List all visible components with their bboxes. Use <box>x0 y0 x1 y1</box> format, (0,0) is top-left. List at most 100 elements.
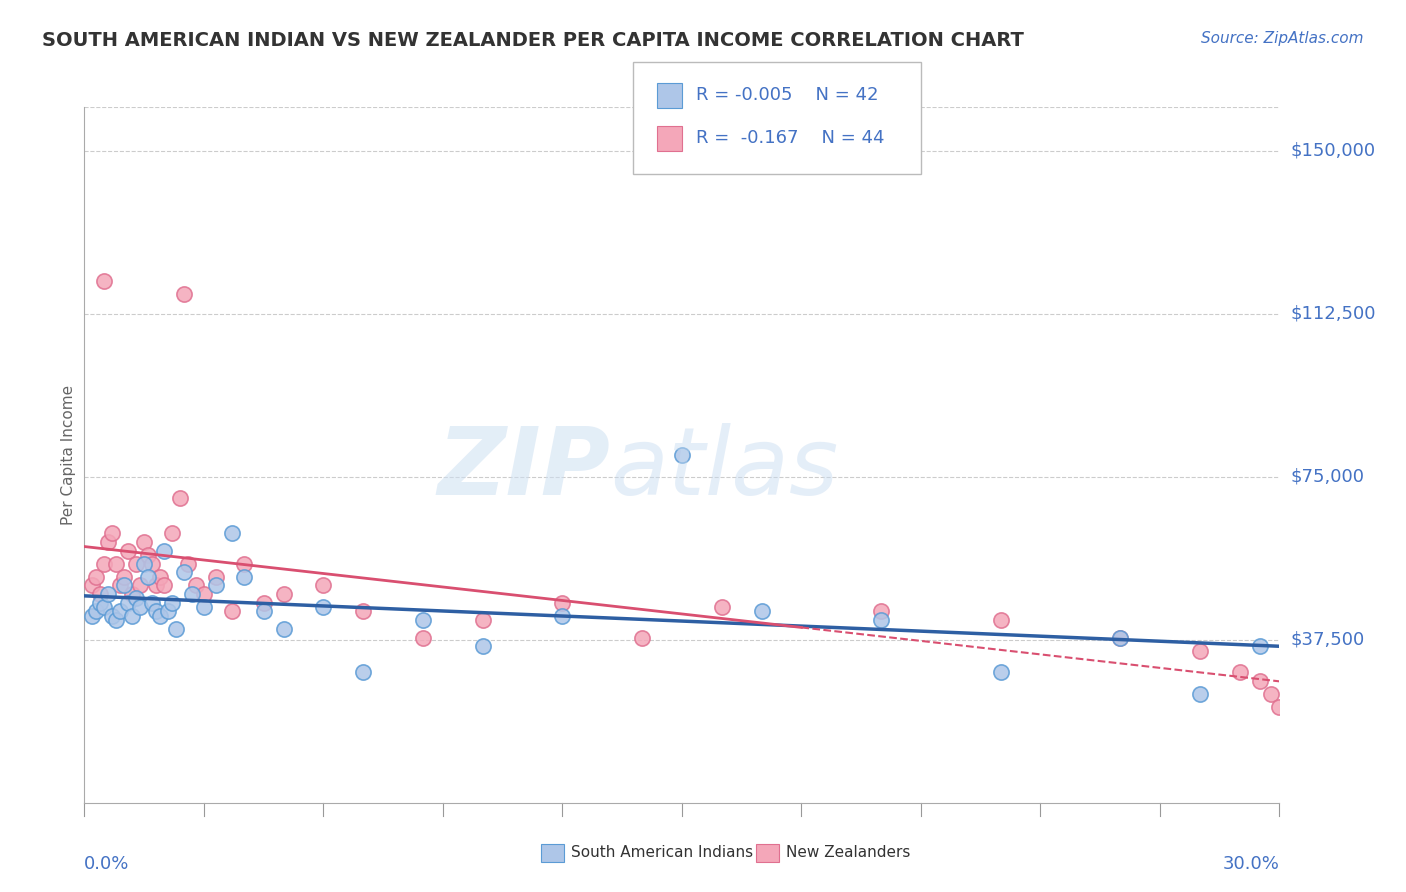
Point <box>93 557 115 571</box>
Point <box>82 578 104 592</box>
Point <box>86 570 108 584</box>
Point <box>136 548 159 562</box>
Point <box>1249 674 1271 689</box>
Point <box>412 631 434 645</box>
Text: R =  -0.167    N = 44: R = -0.167 N = 44 <box>696 129 884 147</box>
Point <box>273 622 295 636</box>
Point <box>1109 631 1132 645</box>
Text: ZIP: ZIP <box>437 423 610 515</box>
Point <box>631 631 654 645</box>
Point <box>160 526 183 541</box>
Point <box>149 570 172 584</box>
Point <box>180 587 202 601</box>
Point <box>117 596 139 610</box>
Point <box>97 587 120 601</box>
Text: R = -0.005    N = 42: R = -0.005 N = 42 <box>696 87 879 104</box>
Point <box>173 287 195 301</box>
Point <box>89 587 111 601</box>
Point <box>145 578 167 592</box>
Point <box>173 566 195 580</box>
Point <box>101 608 124 623</box>
Point <box>101 526 124 541</box>
Text: 30.0%: 30.0% <box>1223 855 1279 873</box>
Text: 0.0%: 0.0% <box>84 855 129 873</box>
Text: SOUTH AMERICAN INDIAN VS NEW ZEALANDER PER CAPITA INCOME CORRELATION CHART: SOUTH AMERICAN INDIAN VS NEW ZEALANDER P… <box>42 31 1024 50</box>
Y-axis label: Per Capita Income: Per Capita Income <box>60 384 76 525</box>
Text: $37,500: $37,500 <box>1291 631 1365 648</box>
Point <box>990 665 1012 680</box>
Point <box>86 605 108 619</box>
Point <box>129 578 152 592</box>
Text: Source: ZipAtlas.com: Source: ZipAtlas.com <box>1201 31 1364 46</box>
Point <box>97 535 120 549</box>
Point <box>105 557 128 571</box>
Point <box>352 605 374 619</box>
Point <box>870 613 893 627</box>
Point <box>177 557 200 571</box>
Text: atlas: atlas <box>610 424 838 515</box>
Point <box>110 578 132 592</box>
Point <box>205 570 228 584</box>
Point <box>132 535 156 549</box>
Point <box>273 587 295 601</box>
Point <box>141 557 163 571</box>
Point <box>312 600 335 615</box>
Point <box>990 613 1012 627</box>
Point <box>551 608 574 623</box>
Point <box>710 600 733 615</box>
Point <box>149 608 172 623</box>
Point <box>193 600 215 615</box>
Point <box>169 491 191 506</box>
Point <box>221 605 243 619</box>
Point <box>165 622 187 636</box>
Point <box>1260 687 1282 701</box>
Point <box>1229 665 1251 680</box>
Point <box>121 608 143 623</box>
Point <box>352 665 374 680</box>
Point <box>751 605 773 619</box>
Point <box>112 578 135 592</box>
Point <box>157 605 180 619</box>
Point <box>112 570 135 584</box>
Point <box>89 596 111 610</box>
Point <box>253 596 276 610</box>
Point <box>132 557 156 571</box>
Point <box>671 448 693 462</box>
Point <box>121 587 143 601</box>
Point <box>1188 643 1211 657</box>
Text: New Zealanders: New Zealanders <box>786 846 910 860</box>
Point <box>160 596 183 610</box>
Point <box>153 578 176 592</box>
Point <box>412 613 434 627</box>
Point <box>136 570 159 584</box>
Point <box>145 605 167 619</box>
Point <box>141 596 163 610</box>
Point <box>471 639 494 653</box>
Point <box>1249 639 1271 653</box>
Point <box>125 591 148 606</box>
Point <box>153 543 176 558</box>
Point <box>551 596 574 610</box>
Point <box>232 570 254 584</box>
Point <box>870 605 893 619</box>
Text: $75,000: $75,000 <box>1291 467 1365 485</box>
Point <box>184 578 207 592</box>
Point <box>129 600 152 615</box>
Point <box>253 605 276 619</box>
Point <box>205 578 228 592</box>
Point <box>1109 631 1132 645</box>
Point <box>125 557 148 571</box>
Point <box>105 613 128 627</box>
Point <box>232 557 254 571</box>
Point <box>193 587 215 601</box>
Point <box>221 526 243 541</box>
Point <box>117 543 139 558</box>
Point <box>1188 687 1211 701</box>
Text: $112,500: $112,500 <box>1291 304 1376 323</box>
Text: $150,000: $150,000 <box>1291 142 1375 160</box>
Point <box>312 578 335 592</box>
Point <box>471 613 494 627</box>
Point <box>93 600 115 615</box>
Point <box>1268 700 1291 714</box>
Point <box>110 605 132 619</box>
